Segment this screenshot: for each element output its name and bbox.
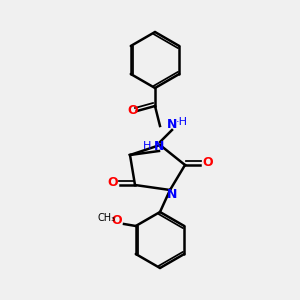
Text: O: O [112,214,122,227]
Text: O: O [108,176,118,190]
Text: H: H [143,141,151,151]
Text: O: O [203,157,213,169]
Text: N: N [154,140,164,152]
Text: N: N [167,188,177,202]
Text: O: O [128,104,138,118]
Text: N: N [167,118,177,130]
Text: CH₃: CH₃ [98,213,116,223]
Text: ·H: ·H [176,117,188,127]
